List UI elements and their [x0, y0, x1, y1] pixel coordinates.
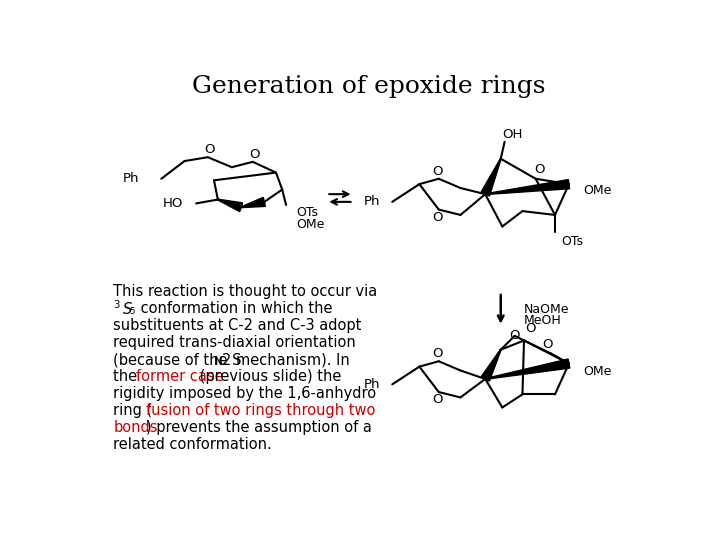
Text: O: O: [432, 393, 443, 406]
Text: O: O: [432, 165, 443, 178]
Text: fusion of two rings through two: fusion of two rings through two: [145, 403, 375, 418]
Text: OMe: OMe: [583, 184, 611, 197]
Text: O: O: [542, 338, 552, 351]
Text: OMe: OMe: [583, 364, 611, 378]
Text: OMe: OMe: [296, 218, 325, 231]
Text: ring (: ring (: [113, 403, 153, 418]
Polygon shape: [241, 197, 266, 207]
Text: bonds: bonds: [113, 420, 158, 435]
Text: OTs: OTs: [296, 206, 318, 219]
Text: O: O: [534, 163, 545, 176]
Polygon shape: [481, 349, 501, 381]
Text: N: N: [214, 355, 223, 368]
Text: (previous slide) the: (previous slide) the: [194, 369, 341, 384]
Text: (because of the S: (because of the S: [113, 352, 242, 367]
Polygon shape: [481, 159, 501, 196]
Text: related conformation.: related conformation.: [113, 437, 272, 451]
Text: Generation of epoxide rings: Generation of epoxide rings: [192, 75, 546, 98]
Text: OH: OH: [502, 127, 523, 140]
Text: MeOH: MeOH: [524, 314, 562, 327]
Text: rigidity imposed by the 1,6-anhydro: rigidity imposed by the 1,6-anhydro: [113, 386, 377, 401]
Text: conformation in which the: conformation in which the: [137, 301, 333, 316]
Text: O: O: [525, 322, 536, 335]
Text: Ph: Ph: [364, 195, 381, 208]
Text: ) prevents the assumption of a: ) prevents the assumption of a: [145, 420, 372, 435]
Text: O: O: [510, 329, 520, 342]
Text: OTs: OTs: [561, 235, 583, 248]
Text: O: O: [432, 211, 443, 224]
Text: Ph: Ph: [364, 378, 381, 391]
Text: $_5$: $_5$: [129, 304, 135, 318]
Text: the: the: [113, 369, 142, 384]
Text: 2 mechanism). In: 2 mechanism). In: [222, 352, 349, 367]
Text: NaOMe: NaOMe: [524, 303, 570, 316]
Text: substituents at C-2 and C-3 adopt: substituents at C-2 and C-3 adopt: [113, 318, 361, 333]
Text: O: O: [432, 347, 443, 360]
Text: Ph: Ph: [123, 172, 140, 185]
Polygon shape: [217, 199, 243, 212]
Text: $^3$: $^3$: [113, 301, 121, 316]
Text: O: O: [204, 143, 215, 156]
Text: This reaction is thought to occur via: This reaction is thought to occur via: [113, 284, 377, 299]
Text: required trans-diaxial orientation: required trans-diaxial orientation: [113, 335, 356, 350]
Text: former case: former case: [137, 369, 224, 384]
Text: O: O: [249, 147, 259, 160]
Polygon shape: [485, 359, 570, 379]
Text: $\mathit{S}$: $\mathit{S}$: [122, 301, 132, 317]
Polygon shape: [485, 180, 570, 194]
Text: HO: HO: [163, 197, 183, 210]
